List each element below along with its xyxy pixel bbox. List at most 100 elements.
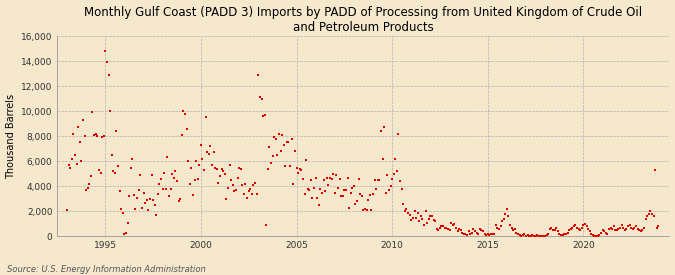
Point: [444, 228, 455, 232]
Point: [127, 156, 138, 161]
Point: [356, 194, 367, 199]
Point: [105, 109, 115, 113]
Point: [278, 143, 289, 147]
Point: [115, 207, 126, 211]
Point: [382, 173, 393, 177]
Point: [558, 233, 568, 237]
Point: [224, 163, 235, 167]
Point: [103, 73, 114, 77]
Point: [113, 164, 124, 169]
Point: [545, 227, 556, 231]
Point: [428, 218, 439, 222]
Point: [381, 190, 392, 195]
Point: [645, 209, 655, 213]
Point: [259, 113, 270, 117]
Point: [338, 194, 348, 199]
Point: [450, 226, 461, 230]
Point: [390, 156, 401, 161]
Point: [97, 135, 107, 140]
Point: [350, 202, 361, 206]
Point: [524, 234, 535, 238]
Point: [621, 227, 632, 231]
Point: [331, 173, 342, 177]
Point: [283, 140, 294, 145]
Point: [529, 234, 539, 238]
Point: [178, 109, 189, 113]
Point: [321, 175, 332, 180]
Point: [176, 133, 187, 137]
Point: [237, 183, 248, 187]
Point: [272, 153, 283, 157]
Point: [159, 170, 169, 175]
Point: [263, 167, 273, 171]
Point: [310, 175, 321, 180]
Point: [516, 234, 526, 238]
Point: [163, 194, 174, 199]
Point: [165, 186, 176, 191]
Point: [580, 222, 591, 226]
Point: [197, 156, 208, 161]
Point: [554, 232, 565, 236]
Point: [232, 175, 243, 180]
Point: [610, 228, 621, 232]
Point: [167, 172, 178, 176]
Point: [181, 126, 192, 131]
Point: [435, 226, 446, 230]
Point: [583, 227, 593, 231]
Point: [146, 173, 157, 177]
Point: [567, 226, 578, 230]
Point: [82, 185, 93, 190]
Point: [138, 190, 149, 195]
Text: Source: U.S. Energy Information Administration: Source: U.S. Energy Information Administ…: [7, 265, 205, 274]
Point: [360, 207, 371, 211]
Point: [548, 228, 559, 232]
Point: [253, 73, 264, 77]
Point: [618, 226, 628, 230]
Point: [530, 234, 541, 238]
Point: [340, 188, 351, 192]
Point: [136, 205, 147, 210]
Point: [438, 224, 449, 229]
Point: [140, 200, 151, 205]
Point: [637, 228, 648, 232]
Point: [315, 186, 326, 191]
Point: [153, 192, 163, 196]
Point: [573, 227, 584, 231]
Point: [264, 145, 275, 150]
Point: [385, 184, 396, 188]
Point: [612, 228, 622, 232]
Point: [345, 190, 356, 195]
Point: [184, 182, 195, 186]
Point: [326, 177, 337, 181]
Point: [578, 223, 589, 227]
Point: [192, 177, 203, 181]
Point: [479, 232, 490, 236]
Point: [603, 227, 614, 231]
Point: [162, 155, 173, 160]
Point: [294, 167, 305, 171]
Point: [492, 226, 503, 230]
Point: [124, 194, 134, 199]
Point: [520, 234, 531, 238]
Point: [522, 233, 533, 237]
Point: [487, 232, 498, 236]
Point: [221, 197, 232, 201]
Point: [559, 232, 570, 236]
Point: [312, 195, 323, 200]
Point: [599, 229, 610, 233]
Point: [648, 214, 659, 219]
Point: [576, 226, 587, 230]
Point: [251, 192, 262, 196]
Point: [308, 185, 319, 190]
Point: [643, 211, 654, 216]
Point: [597, 228, 608, 232]
Point: [572, 226, 583, 230]
Point: [89, 133, 100, 137]
Point: [361, 208, 372, 212]
Point: [388, 172, 399, 176]
Point: [355, 192, 366, 196]
Point: [250, 180, 261, 185]
Point: [620, 228, 630, 232]
Point: [229, 189, 240, 194]
Point: [364, 193, 375, 197]
